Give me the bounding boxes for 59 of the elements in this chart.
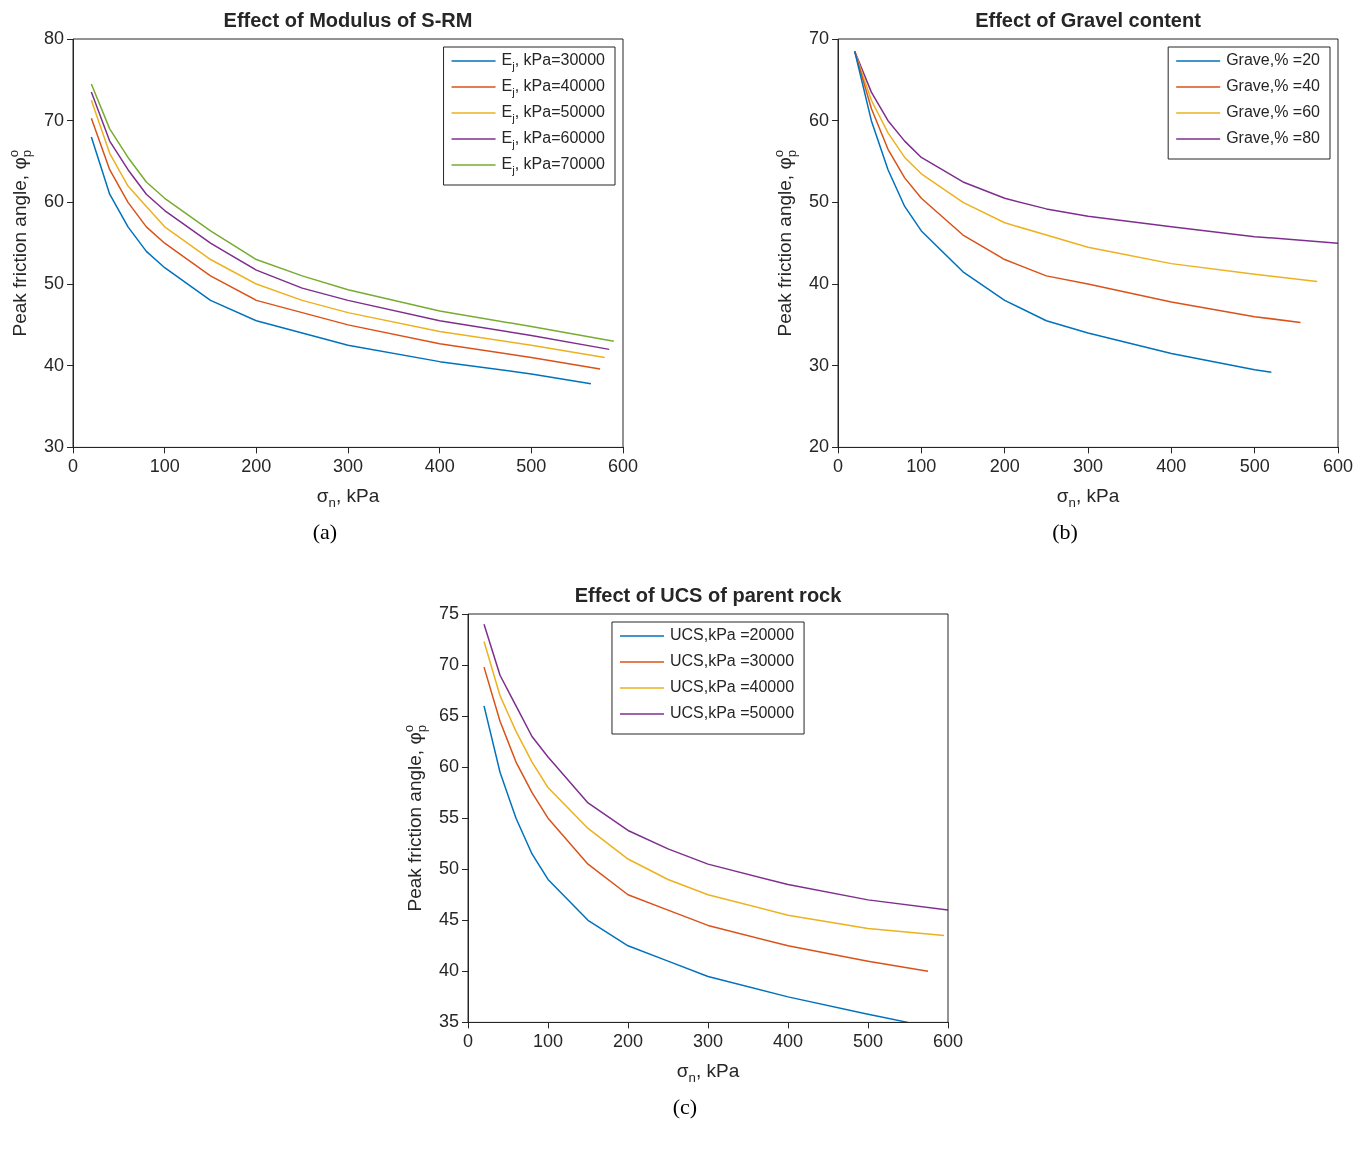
- chart-title: Effect of Gravel content: [975, 8, 1202, 31]
- text: (c): [671, 1094, 699, 1120]
- y-axis-title: Peak friction angle, φpo: [6, 149, 35, 337]
- y-tick-label: 70: [43, 109, 65, 130]
- x-tick-label: 600: [932, 1031, 964, 1052]
- y-tick-label: 60: [43, 191, 65, 212]
- x-tick-label: 600: [1322, 456, 1354, 477]
- chart-title: Effect of UCS of parent rock: [574, 583, 843, 606]
- x-tick-label: 500: [1239, 456, 1270, 477]
- x-tick-label: 400: [772, 1031, 804, 1052]
- x-tick-label: 400: [1156, 456, 1187, 477]
- x-tick-label: 500: [516, 456, 547, 477]
- x-tick-label: 0: [68, 456, 79, 477]
- y-tick-label: 40: [43, 354, 65, 375]
- y-axis-title: Peak friction angle, φpo: [771, 149, 800, 337]
- y-tick-label: 20: [808, 436, 830, 457]
- x-tick-label: 300: [1072, 456, 1104, 477]
- x-tick-label: 600: [607, 456, 639, 477]
- legend-label: UCS,kPa =20000: [669, 626, 795, 644]
- y-tick-label: 40: [438, 960, 460, 981]
- x-tick-label: 400: [424, 456, 455, 477]
- legend-label: UCS,kPa =30000: [669, 652, 795, 670]
- x-tick-label: 300: [332, 456, 364, 477]
- text: (a): [311, 519, 339, 545]
- y-tick-label: 30: [808, 354, 830, 375]
- y-tick-label: 50: [808, 191, 830, 212]
- legend-label: Grave,% =20: [1226, 51, 1321, 69]
- legend-label: Grave,% =80: [1226, 129, 1321, 147]
- x-tick-label: 500: [852, 1031, 884, 1052]
- legend-label: UCS,kPa =40000: [669, 678, 795, 696]
- x-tick-label: 300: [692, 1031, 724, 1052]
- text: (b): [1051, 519, 1079, 545]
- y-tick-label: 70: [438, 654, 460, 675]
- y-tick-label: 50: [43, 273, 65, 294]
- y-tick-label: 60: [808, 109, 830, 130]
- x-tick-label: 100: [532, 1031, 564, 1052]
- y-tick-label: 50: [438, 858, 460, 879]
- y-tick-label: 55: [438, 807, 460, 828]
- legend-label: Grave,% =60: [1226, 103, 1321, 121]
- x-tick-label: 0: [463, 1031, 474, 1052]
- x-tick-label: 200: [989, 456, 1020, 477]
- y-tick-label: 30: [43, 436, 65, 457]
- y-tick-label: 40: [808, 273, 830, 294]
- x-tick-label: 0: [833, 456, 844, 477]
- x-tick-label: 200: [612, 1031, 644, 1052]
- y-tick-label: 60: [438, 756, 460, 777]
- y-tick-label: 45: [438, 909, 460, 930]
- y-tick-label: 65: [438, 705, 460, 726]
- y-tick-label: 80: [43, 27, 65, 48]
- y-tick-label: 70: [808, 27, 830, 48]
- chart-title: Effect of Modulus of S-RM: [223, 8, 473, 31]
- y-tick-label: 75: [438, 602, 460, 623]
- y-tick-label: 35: [438, 1011, 460, 1032]
- y-axis-title: Peak friction angle, φpo: [401, 724, 430, 912]
- x-tick-label: 100: [149, 456, 180, 477]
- x-tick-label: 100: [906, 456, 937, 477]
- x-tick-label: 200: [241, 456, 272, 477]
- legend-label: Grave,% =40: [1226, 77, 1321, 95]
- legend-label: UCS,kPa =50000: [669, 704, 795, 722]
